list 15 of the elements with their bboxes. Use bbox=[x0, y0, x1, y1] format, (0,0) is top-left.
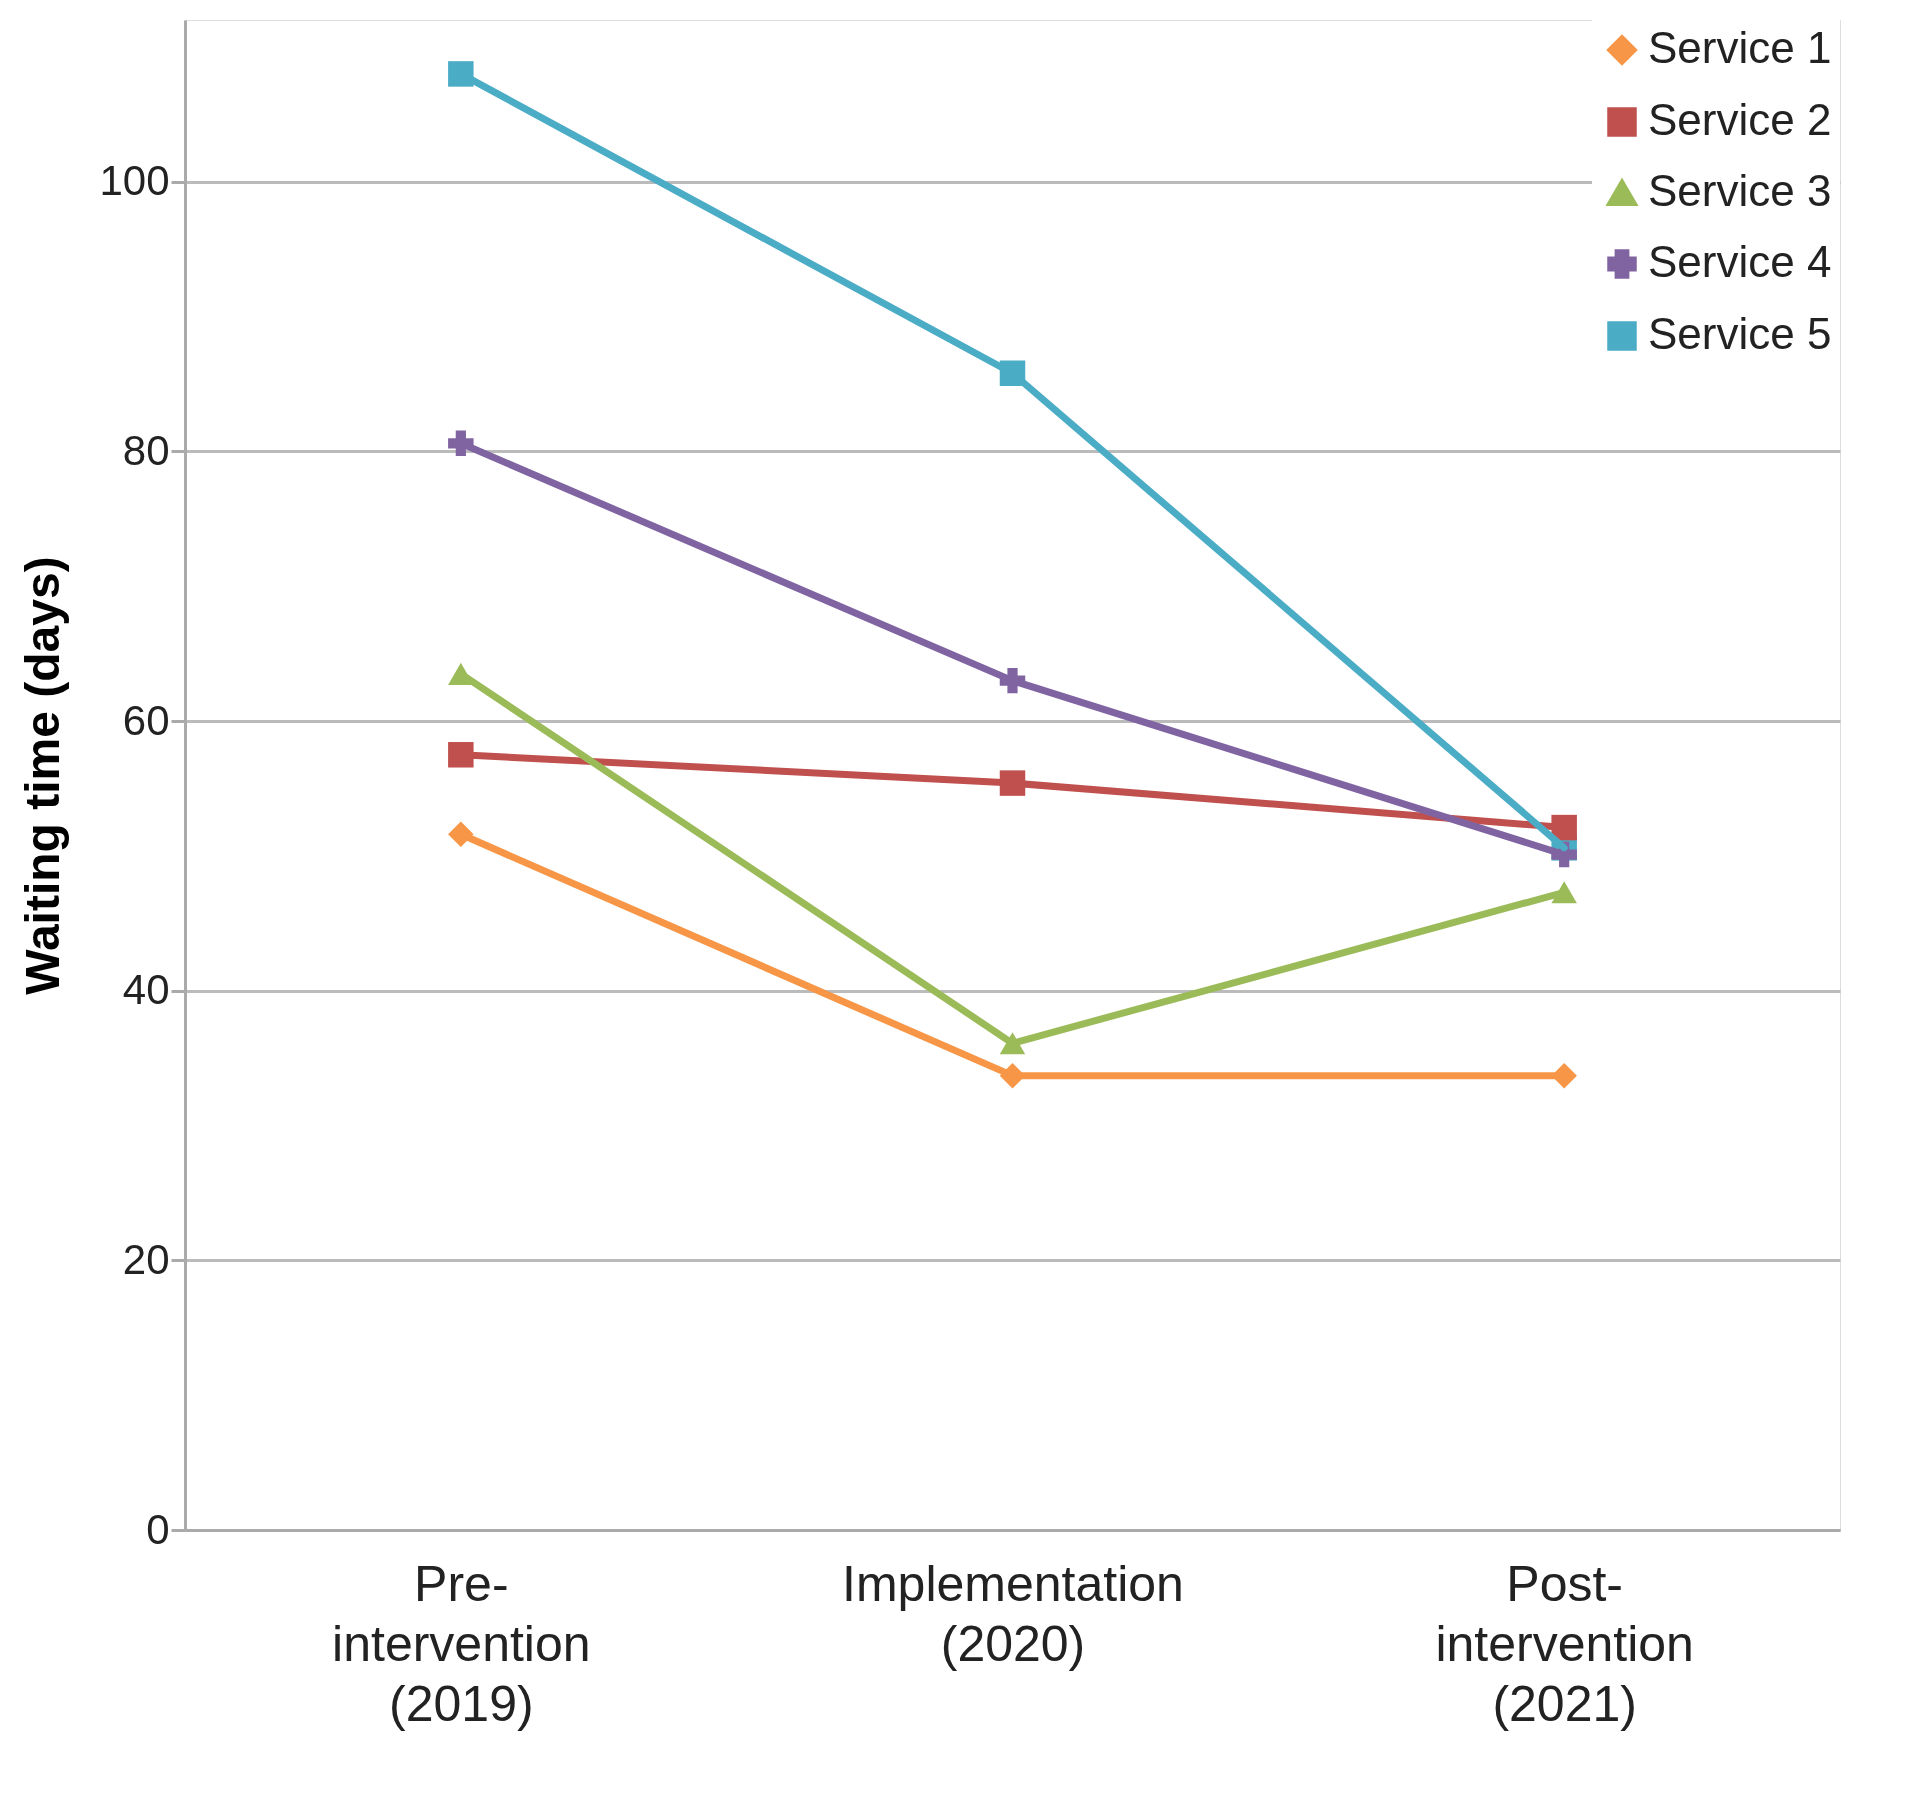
y-axis-title: Waiting time (days) bbox=[16, 556, 70, 995]
legend-label: Service 3 bbox=[1648, 166, 1832, 215]
legend-label: Service 2 bbox=[1648, 95, 1832, 144]
legend-label: Service 1 bbox=[1648, 23, 1832, 72]
y-tick-label: 60 bbox=[122, 696, 170, 744]
x-tick-label: Implementation (2020) bbox=[842, 1555, 1184, 1672]
y-tick-label: 100 bbox=[99, 157, 170, 205]
x-tick-label: Pre-intervention (2019) bbox=[332, 1555, 591, 1732]
legend-label: Service 5 bbox=[1648, 309, 1832, 358]
x-tick-label: Post-intervention (2021) bbox=[1435, 1555, 1694, 1732]
y-tick-label: 20 bbox=[122, 1235, 170, 1283]
y-tick-label: 80 bbox=[122, 426, 170, 474]
y-tick-label: 40 bbox=[122, 966, 170, 1014]
legend-label: Service 4 bbox=[1648, 237, 1832, 286]
y-tick-label: 0 bbox=[146, 1505, 170, 1553]
